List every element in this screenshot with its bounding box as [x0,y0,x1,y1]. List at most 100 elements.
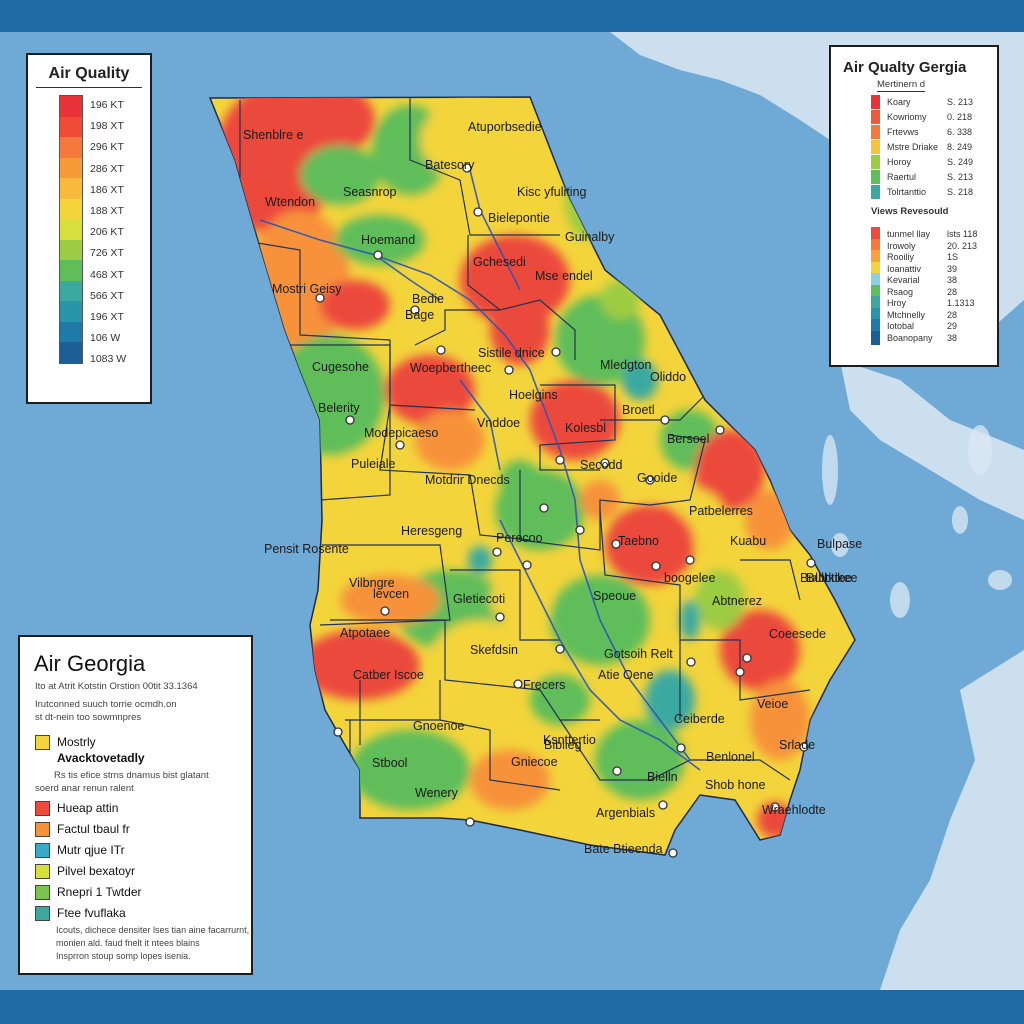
legend-item-label: Hueap attin [57,801,119,815]
map-place-label: Bulbtktee [800,571,852,585]
legend-row-label: Rooiliy [887,252,915,262]
aq-zone-red [285,97,375,155]
legend-row: Rooiliy 1S [871,250,991,264]
rivers [259,169,701,771]
legend-row-value: 28 [947,309,958,320]
map-place-label: Sistile dnice [478,346,545,360]
legend-row-swatch [871,110,880,124]
legend-row: Raertul S. 213 [871,170,991,184]
legend-row-label: Frtevws [887,127,919,137]
city-dot [539,503,549,513]
legend-row: Koary S. 213 [871,95,991,109]
aq-zone-red [530,380,620,460]
city-dot [600,458,610,468]
aq-swatch [60,342,82,363]
map-place-label: Coeesede [769,627,826,641]
aq-zone-yellow [420,100,520,180]
legend-row-swatch [871,170,880,184]
aq-zone-red [320,280,390,330]
map-place-label: Benlonel [706,750,755,764]
city-dot [462,163,472,173]
legend-swatch [35,906,50,921]
legend-row-swatch [871,319,880,333]
map-place-label: Wraehlodte [762,803,826,817]
map-place-label: Mostri Geisy [272,282,342,296]
legend-row-label: Rsaog [887,286,914,297]
legend-row: Iotobal 29 [871,319,991,333]
map-place-label: Abtnerez [712,594,762,608]
legend-item-label: Factul tbaul fr [57,822,130,836]
aq-scale-label: 468 XT [90,268,124,281]
legend-row: Boanopany 38 [871,330,991,345]
legend-swatch [35,801,50,816]
map-place-label: Bulpase [817,537,862,551]
aq-zone-lightgreen [695,570,745,630]
map-place-label: Wenery [415,786,459,800]
aq-zone-red [385,355,475,425]
map-place-label: Catber Iscoe [353,668,424,682]
aq-scale-label: 106 W [90,332,121,345]
aq-scale-label: 296 KT [90,141,124,154]
city-dot [735,667,745,677]
map-place-label: Vnddoe [477,416,520,430]
aq-scale-label: 286 XT [90,162,124,175]
city-dot [660,415,670,425]
map-place-label: Gotsoih Relt [604,647,673,661]
map-place-label: Gooide [637,471,677,485]
legend-row-swatch [871,95,880,109]
legend-row-value: 1S [947,252,959,262]
aq-swatch [60,137,82,158]
aq-scale-label: 196 KT [90,99,124,111]
aq-legend-rule [36,87,142,88]
map-place-label: Shob hone [705,778,766,792]
map-place-label: Guinalby [565,230,615,244]
legend-row: Tolrtanttio S. 218 [871,185,991,199]
city-dot [770,802,780,812]
map-place-label: Broetl [622,403,655,417]
legend-row-swatch [871,140,880,154]
aq-zone-green [335,215,425,265]
legend-line-3: st dt-nein too sowmnpres [35,712,142,723]
legend-row: Kevarial 38 [871,273,991,287]
city-dot [410,305,420,315]
air-quality-surface [215,97,810,838]
legend-row: Kowriomy 0. 218 [871,110,991,124]
city-dot [513,679,523,689]
map-place-label: Bate Btieenda [584,842,663,856]
map-place-label: Belerity [318,401,360,415]
map-place-label: Hoemand [361,233,415,247]
map-place-label: Heresgeng [401,524,462,538]
legend-row-label: Boanopany [887,332,933,343]
map-place-label: Mse endel [535,269,593,283]
legend-row-value: 38 [947,275,958,285]
legend-row: Hroy 1.1313 [871,296,991,310]
legend-swatch [35,735,50,750]
aq-zone-red [695,430,765,510]
legend-row-value: 39 [947,263,958,274]
aq-zone-green [300,145,380,205]
city-dot [380,606,390,616]
map-place-label: Gniecoe [511,755,558,769]
legend-row-value: S. 249 [947,157,974,167]
legend-row-value: 0. 218 [947,112,973,122]
aq-zone-teal [680,600,700,640]
legend-row-swatch [871,250,880,264]
legend-row-label: Mtchnelly [887,309,926,320]
aq-zone-yellow [430,620,530,700]
aq-swatch [60,96,82,117]
aq-zone-red [605,505,695,585]
legend-row-swatch [871,296,880,310]
air-quality-georgia-legend: Air Qualty Gergia Mertinern d Koary S. 21… [829,45,999,367]
legend-para-2-line-2: monien ald. faud fnelt it ntees blains [56,938,200,948]
aq-zone-orange [340,575,440,625]
city-dot [473,207,483,217]
land-islands [822,425,1012,618]
map-place-label: Shenblre e [243,128,304,142]
aq-scale-label: 196 XT [90,311,124,323]
legend-bold-label: Avacktovetadly [57,751,145,765]
city-dot [555,644,565,654]
map-place-label: Batesory [425,158,475,172]
map-place-label: Atie Oene [598,668,654,682]
map-place-label: Taebno [618,534,659,548]
